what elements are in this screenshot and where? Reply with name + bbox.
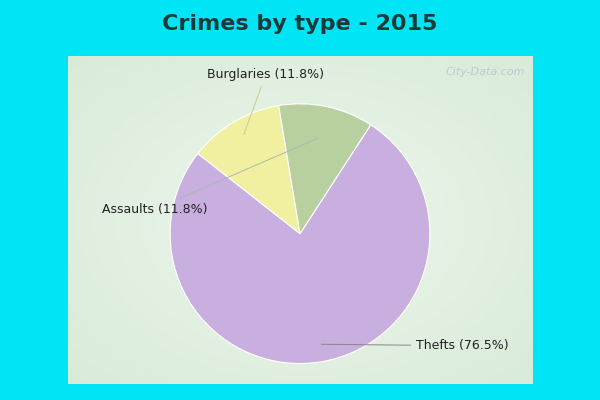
Wedge shape [198, 106, 300, 234]
Wedge shape [170, 125, 430, 364]
Text: Burglaries (11.8%): Burglaries (11.8%) [208, 68, 325, 135]
Text: City-Data.com: City-Data.com [446, 67, 526, 77]
Text: Thefts (76.5%): Thefts (76.5%) [321, 339, 509, 352]
Text: Assaults (11.8%): Assaults (11.8%) [102, 138, 317, 216]
Wedge shape [279, 104, 371, 234]
Text: Crimes by type - 2015: Crimes by type - 2015 [163, 14, 437, 34]
